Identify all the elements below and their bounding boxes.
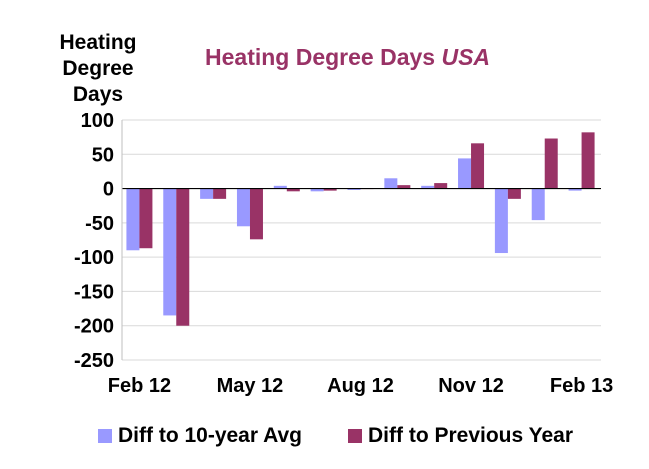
y-tick-label: -150: [74, 281, 114, 303]
y-tick-label: 0: [103, 179, 114, 201]
bar-diff-prev-year: [213, 188, 227, 199]
x-tick-label: Nov 12: [438, 375, 504, 397]
bar-diff-10yr-avg: [421, 185, 435, 189]
bar-diff-10yr-avg: [384, 178, 398, 189]
bar-diff-prev-year: [471, 143, 485, 189]
y-tick-label: -250: [74, 350, 114, 372]
y-tick-label: -200: [74, 316, 114, 338]
chart-title-suffix: USA: [441, 44, 491, 70]
bar-diff-10yr-avg: [273, 185, 287, 189]
y-axis-label-line: Degree: [62, 57, 134, 80]
legend-label-prev: Diff to Previous Year: [368, 424, 574, 447]
bar-diff-10yr-avg: [494, 188, 508, 254]
y-tick-label: 100: [81, 110, 114, 132]
legend-item: Diff to Previous Year: [348, 424, 573, 448]
bar-diff-10yr-avg: [531, 188, 545, 221]
bar-diff-10yr-avg: [126, 188, 140, 251]
y-tick-label: 50: [92, 144, 114, 166]
bar-diff-prev-year: [323, 188, 337, 191]
bar-diff-10yr-avg: [310, 188, 324, 192]
legend-swatch-prev: [348, 429, 362, 443]
bar-diff-prev-year: [176, 188, 190, 326]
x-tick-label: May 12: [217, 375, 284, 397]
bar-diff-10yr-avg: [200, 188, 214, 199]
x-tick-label: Aug 12: [327, 375, 394, 397]
legend: Diff to 10-year Avg Diff to Previous Yea…: [98, 424, 619, 448]
y-axis-label: Heating Degree Days: [38, 30, 158, 108]
legend-swatch-avg: [98, 429, 112, 443]
bar-diff-10yr-avg: [236, 188, 250, 227]
x-tick-label: Feb 12: [108, 375, 171, 397]
bar-diff-prev-year: [249, 188, 263, 240]
y-axis-label-line: Heating: [59, 31, 137, 54]
bar-diff-10yr-avg: [163, 188, 177, 316]
bar-diff-prev-year: [544, 138, 558, 189]
x-tick-label: Feb 13: [550, 375, 613, 397]
chart-title: Heating Degree Days USA: [205, 44, 490, 71]
bar-diff-10yr-avg: [568, 188, 582, 191]
y-tick-label: -50: [85, 213, 114, 235]
bar-diff-prev-year: [434, 183, 448, 189]
bar-diff-prev-year: [286, 188, 300, 192]
y-tick-label: -100: [74, 247, 114, 269]
bar-diff-prev-year: [139, 188, 153, 249]
bar-diff-10yr-avg: [347, 188, 361, 190]
legend-item: Diff to 10-year Avg: [98, 424, 302, 448]
bar-diff-prev-year: [397, 185, 411, 189]
chart-title-main: Heating Degree Days: [205, 44, 436, 70]
bar-diff-10yr-avg: [458, 158, 472, 189]
bar-diff-prev-year: [581, 132, 595, 189]
bar-diff-prev-year: [507, 188, 521, 199]
y-axis-label-line: Days: [72, 83, 124, 106]
legend-label-avg: Diff to 10-year Avg: [118, 424, 302, 447]
